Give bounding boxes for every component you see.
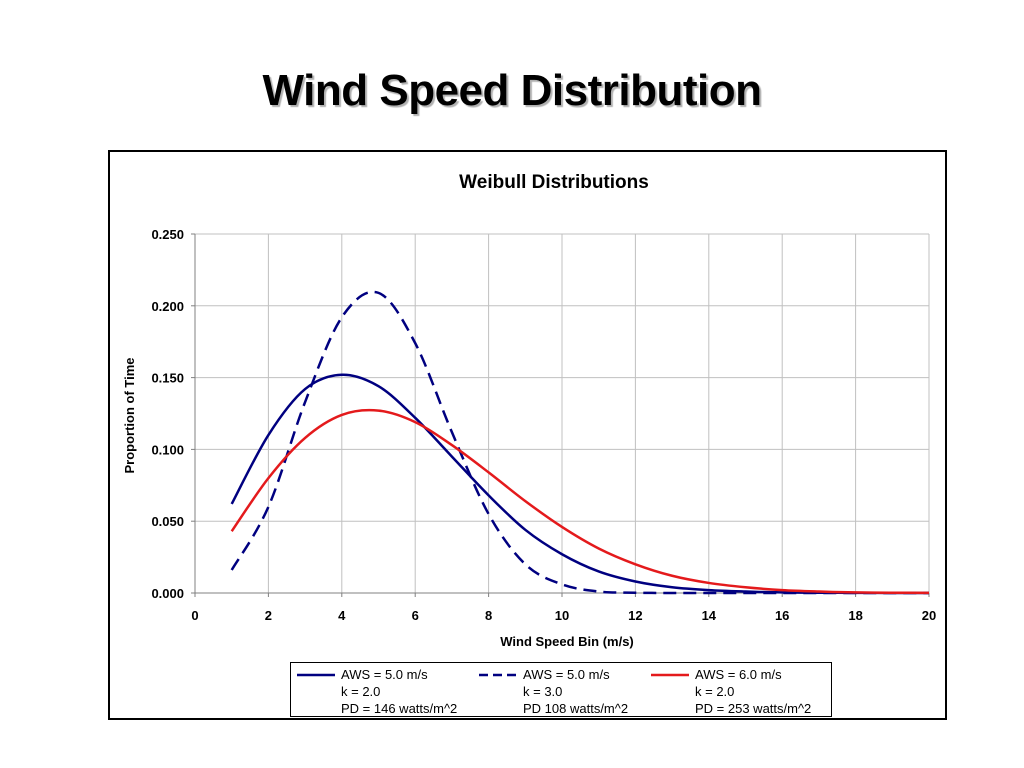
x-tick-label: 6 [412, 608, 419, 623]
legend-k: k = 2.0 [341, 684, 381, 699]
x-tick-label: 10 [555, 608, 569, 623]
y-axis-label: Proportion of Time [122, 357, 137, 473]
x-tick-label: 8 [485, 608, 492, 623]
y-tick-label: 0.200 [151, 299, 184, 314]
x-tick-label: 14 [702, 608, 717, 623]
legend-swatch-solid-blue [297, 673, 335, 677]
y-tick-label: 0.100 [151, 442, 184, 457]
legend-swatch-dashed-blue [479, 673, 517, 677]
chart-area: Weibull Distributions 0 2 4 6 8 10 12 14 16 18 20 0.… [108, 150, 947, 720]
legend-k: k = 2.0 [695, 684, 735, 699]
x-tick-label: 4 [338, 608, 346, 623]
legend-label: AWS = 6.0 m/s [695, 667, 782, 682]
chart-title: Weibull Distributions [459, 172, 649, 193]
y-tick-label: 0.150 [151, 371, 184, 386]
legend-label: AWS = 5.0 m/s [523, 667, 610, 682]
legend-swatch-solid-red [651, 673, 689, 677]
x-tick-label: 20 [922, 608, 936, 623]
series-line-3 [230, 408, 930, 595]
y-tick-label: 0.250 [151, 227, 184, 242]
legend-pd: PD = 253 watts/m^2 [695, 701, 812, 716]
x-tick-label: 12 [628, 608, 642, 623]
series-line-1 [230, 373, 930, 595]
series-line-2 [230, 290, 929, 595]
x-tick-label: 0 [191, 608, 198, 623]
chart-legend: AWS = 5.0 m/s k = 2.0 PD = 146 watts/m^2… [290, 662, 832, 717]
x-tick-label: 18 [848, 608, 862, 623]
x-axis-label: Wind Speed Bin (m/s) [500, 634, 634, 649]
y-tick-label: 0.000 [151, 586, 184, 601]
legend-k: k = 3.0 [523, 684, 563, 699]
legend-label: AWS = 5.0 m/s [341, 667, 428, 682]
weibull-chart: Weibull Distributions 0 2 4 6 8 10 12 14 16 18 20 0.… [122, 172, 936, 649]
slide-title: Wind Speed Distribution [262, 66, 762, 115]
x-tick-label: 2 [265, 608, 272, 623]
x-tick-label: 16 [775, 608, 789, 623]
y-tick-label: 0.050 [151, 514, 184, 529]
legend-pd: PD 108 watts/m^2 [523, 701, 629, 716]
legend-pd: PD = 146 watts/m^2 [341, 701, 458, 716]
